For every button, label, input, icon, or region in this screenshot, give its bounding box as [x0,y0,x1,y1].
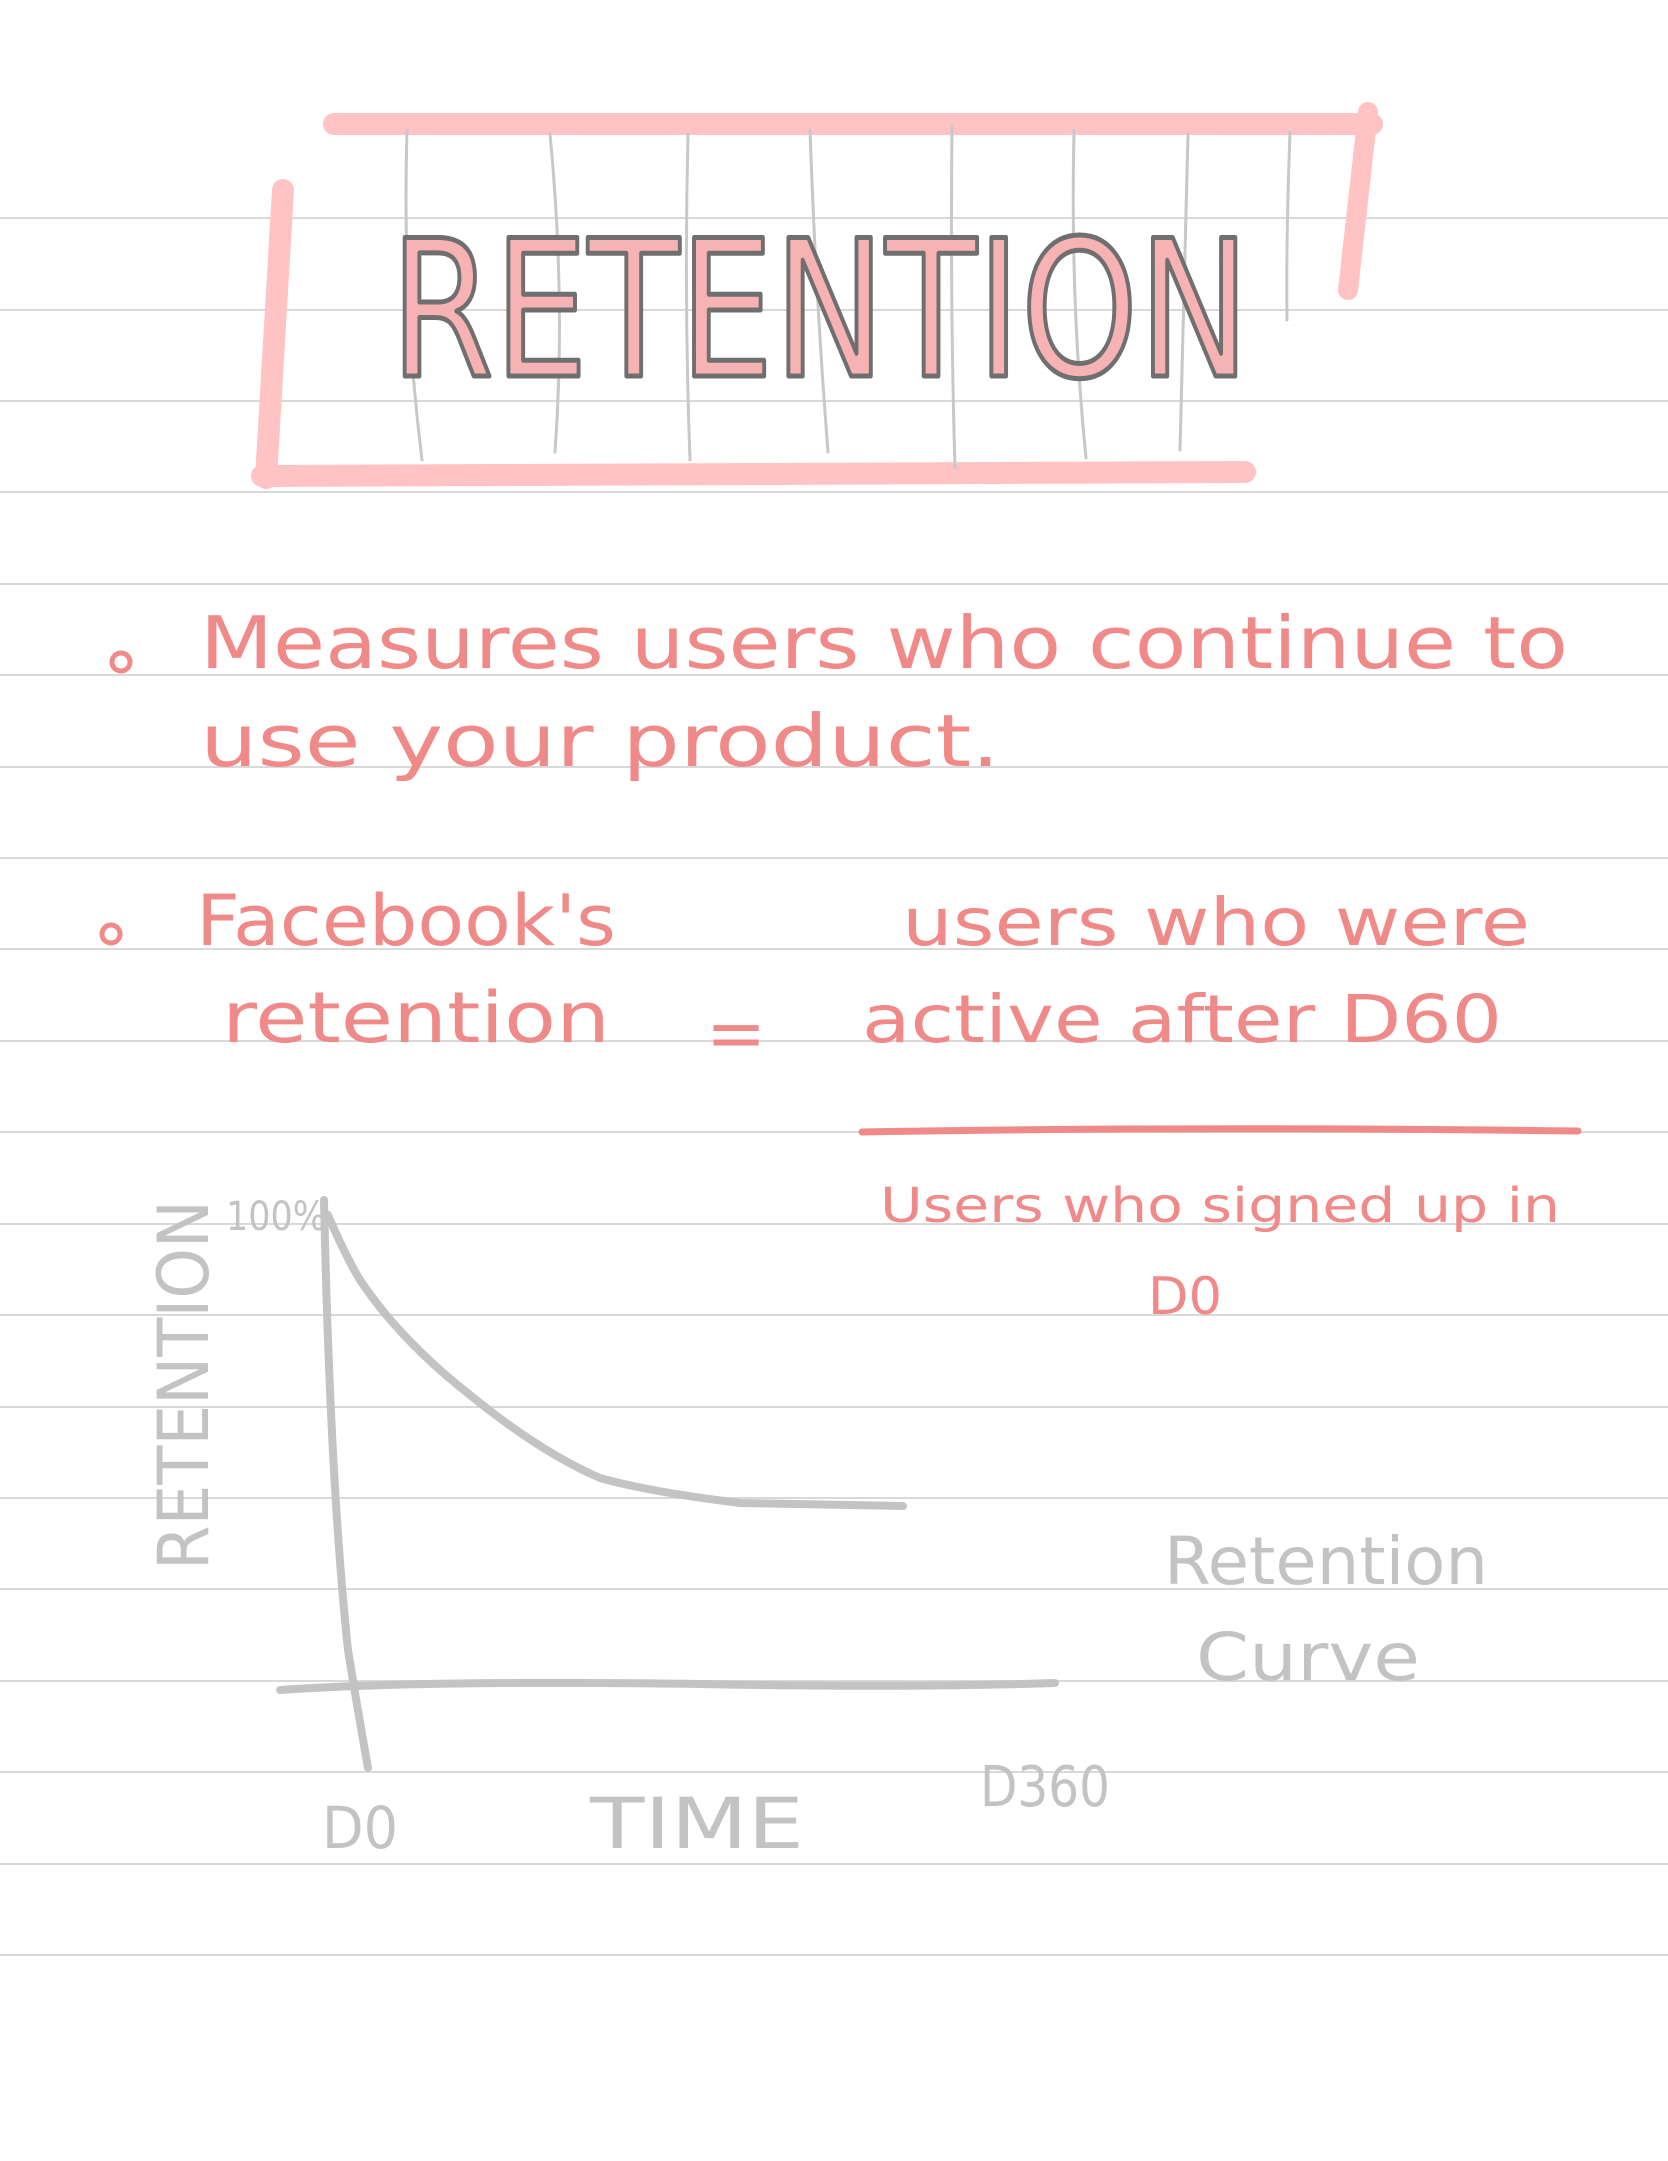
ruled-lines [0,217,1668,1956]
bullet-facebook-retention: Facebook's retention = users who were ac… [99,880,1582,1327]
fraction-bar [858,1125,1582,1136]
bullet-measures: Measures users who continue to use your … [109,601,1568,783]
numerator-line-1: users who were [902,884,1530,961]
retention-chart: 100% RETENTION D0 TIME D360 Retention Cu… [143,1194,1488,1865]
annotation-line-1: Retention [1164,1523,1488,1600]
y-max-label: 100% [226,1194,326,1240]
title-hatching [404,124,1292,470]
y-axis-label: RETENTION [143,1200,225,1570]
title-text: RETENTION [390,200,1250,421]
facebook-label-line-2: retention [222,977,610,1059]
title-frame [251,102,1383,489]
x-end-label: D360 [980,1755,1110,1820]
bullet-line-1: Measures users who continue to [200,601,1568,685]
equals-sign: = [706,991,766,1075]
title: RETENTION [388,198,1253,424]
x-start-label: D0 [322,1794,398,1862]
annotation-line-2: Curve [1196,1619,1420,1696]
retention-curve [324,1211,907,1510]
denominator-line-1: Users who signed up in [880,1178,1560,1234]
bullet-line-2: use your product. [200,699,1000,783]
denominator-line-2: D0 [1148,1267,1222,1327]
y-axis [320,1196,372,1772]
x-axis-label: TIME [589,1783,804,1865]
bullet-dot [109,650,133,674]
facebook-label-line-1: Facebook's [196,880,616,962]
numerator-line-2: active after D60 [862,981,1502,1058]
bullet-dot [99,922,123,946]
x-axis [276,1678,1059,1694]
